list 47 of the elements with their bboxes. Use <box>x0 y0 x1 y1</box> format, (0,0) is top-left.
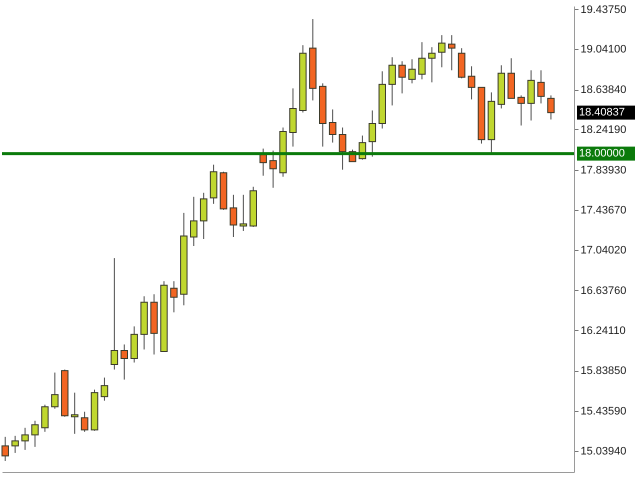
candlestick <box>517 94 525 126</box>
candlestick <box>398 60 406 94</box>
candlestick <box>170 280 178 313</box>
candlestick <box>190 196 198 247</box>
candlestick <box>21 427 29 450</box>
candlestick <box>200 192 208 240</box>
candlestick <box>31 420 39 448</box>
candlestick <box>11 435 19 454</box>
y-tick-label: 15.03940 <box>580 445 626 458</box>
candlestick <box>438 34 446 68</box>
candlestick <box>418 42 426 80</box>
candlestick <box>2 436 9 462</box>
y-tick-label: 16.24110 <box>580 324 626 337</box>
candlestick <box>100 377 108 402</box>
candlestick <box>448 34 456 71</box>
candlestick <box>230 194 238 238</box>
candlestick <box>328 108 336 144</box>
candlestick <box>388 56 396 106</box>
y-tick-label: 16.63760 <box>580 284 626 297</box>
candlestick <box>408 58 416 84</box>
candlestick <box>240 194 248 232</box>
candlestick <box>41 404 49 432</box>
candlestick <box>428 46 436 83</box>
candlestick <box>338 127 346 170</box>
y-tick-label: 17.04020 <box>580 244 626 257</box>
candlestick <box>110 258 118 370</box>
candlestick <box>80 411 88 432</box>
candlestick <box>368 110 376 158</box>
candlestick <box>468 66 476 100</box>
ref-line-label: 18.00000 <box>579 148 625 160</box>
candlestick <box>120 344 128 380</box>
y-tick-label: 17.43670 <box>580 204 626 217</box>
candlestick <box>527 70 535 121</box>
candlestick <box>537 70 545 104</box>
y-tick-label: 18.24190 <box>580 124 626 136</box>
y-tick-label: 15.83850 <box>580 365 626 378</box>
y-tick-label: 19.04100 <box>580 44 626 56</box>
y-tick-label: 19.43750 <box>580 4 626 16</box>
y-tick-label: 15.43590 <box>580 406 626 418</box>
candlestick <box>51 372 59 410</box>
y-tick-label: 18.63840 <box>580 84 626 96</box>
candlestick <box>70 392 78 434</box>
candlestick <box>269 150 277 188</box>
text: 18.40837 <box>579 106 625 119</box>
y-tick-label: 17.83930 <box>580 164 626 176</box>
candlestick <box>259 148 267 176</box>
candlestick <box>547 94 555 120</box>
